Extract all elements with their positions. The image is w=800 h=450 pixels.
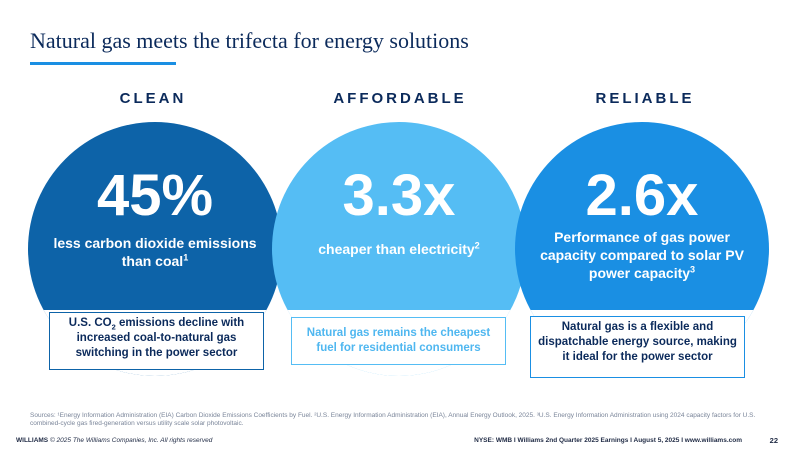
sources-footnote: Sources: ¹Energy Information Administrat… [30, 412, 756, 427]
affordable-description: cheaper than electricity2 [318, 240, 480, 257]
reliable-description: Performance of gas power capacity compar… [540, 229, 744, 281]
footer-brand: WILLIAMS [16, 437, 49, 444]
heading-clean: CLEAN [119, 90, 187, 107]
footnote-ref: 3 [690, 264, 696, 275]
footer-copyright: WILLIAMS © 2025 The Williams Companies, … [16, 437, 213, 444]
reliable-callout-box: Natural gas is a flexible and dispatchab… [530, 316, 745, 378]
reliable-stat: 2.6x [585, 163, 699, 228]
footer-info: NYSE: WMB I Williams 2nd Quarter 2025 Ea… [474, 437, 742, 444]
footnote-ref: 2 [474, 240, 480, 251]
page-number: 22 [769, 436, 778, 445]
heading-affordable: AFFORDABLE [333, 90, 467, 107]
clean-stat: 45% [96, 163, 214, 228]
heading-reliable: RELIABLE [595, 90, 695, 107]
affordable-stat: 3.3x [342, 163, 456, 228]
footnote-ref: 1 [183, 252, 189, 263]
affordable-callout-box: Natural gas remains the cheapest fuel fo… [291, 317, 506, 365]
clean-description: less carbon dioxide emissions than coal1 [53, 235, 257, 269]
clean-callout-box: U.S. CO2 emissions decline with increase… [49, 312, 264, 370]
title-underline [30, 62, 176, 65]
slide-title: Natural gas meets the trifecta for energ… [30, 28, 469, 53]
